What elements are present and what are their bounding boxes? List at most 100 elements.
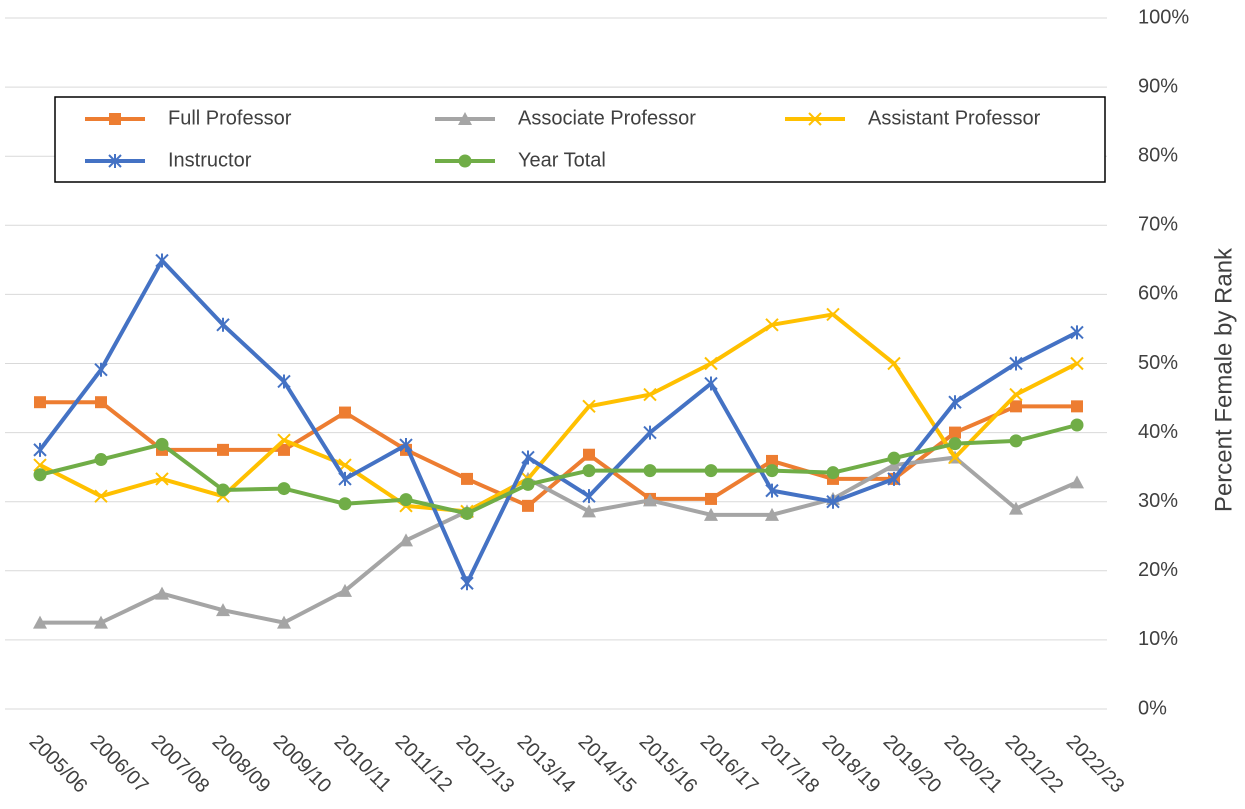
marker (1071, 400, 1083, 413)
marker (277, 433, 291, 447)
marker (826, 307, 840, 322)
marker (582, 504, 596, 518)
marker (765, 507, 779, 521)
marker (1070, 356, 1084, 371)
marker (33, 458, 47, 472)
marker (521, 450, 535, 465)
marker (399, 533, 413, 547)
y-tick-label: 20% (1138, 559, 1178, 581)
marker (1070, 475, 1084, 489)
x-tick-label: 2022/23 (1062, 731, 1129, 798)
marker (399, 438, 413, 453)
marker (582, 464, 596, 478)
marker (34, 396, 46, 409)
marker (338, 471, 352, 486)
y-tick-label: 80% (1138, 144, 1178, 166)
marker (887, 451, 901, 465)
legend-label: Instructor (168, 149, 252, 171)
x-tick-label: 2011/12 (391, 731, 457, 797)
x-tick-label: 2012/13 (452, 731, 519, 798)
legend-label: Assistant Professor (868, 107, 1041, 129)
marker (948, 437, 962, 451)
marker (887, 356, 901, 371)
marker (1009, 387, 1023, 402)
line (39, 423, 1078, 516)
y-tick-label: 40% (1138, 421, 1178, 443)
marker (458, 154, 472, 168)
marker (582, 399, 596, 414)
marker (216, 317, 230, 332)
marker (109, 113, 121, 125)
x-tick-label: 2015/16 (635, 731, 702, 798)
marker (94, 453, 108, 467)
legend-box (54, 96, 1106, 183)
x-tick-label: 2013/14 (513, 731, 580, 798)
marker (108, 154, 122, 168)
marker (948, 450, 962, 465)
x-tick-label: 2016/17 (696, 731, 763, 798)
y-tick-label: 70% (1138, 214, 1178, 236)
marker (1009, 434, 1023, 448)
series (33, 307, 1084, 519)
marker (33, 442, 47, 457)
marker (94, 615, 108, 629)
marker (338, 583, 352, 597)
x-tick-label: 2014/15 (574, 731, 641, 798)
y-tick-label: 60% (1138, 283, 1178, 305)
marker (522, 499, 534, 512)
marker (704, 376, 718, 391)
marker (949, 426, 961, 439)
marker (155, 586, 169, 600)
marker (155, 253, 169, 268)
marker (460, 576, 474, 591)
marker (948, 395, 962, 410)
marker (826, 466, 840, 480)
marker (94, 489, 108, 503)
y-axis-label: Percent Female by Rank (1210, 247, 1237, 512)
marker (339, 406, 351, 419)
y-tick-label: 30% (1138, 490, 1178, 512)
marker (216, 483, 230, 497)
x-tick-label: 2009/10 (269, 731, 336, 798)
marker (461, 472, 473, 485)
marker (399, 493, 413, 507)
marker (643, 464, 657, 478)
marker (155, 437, 169, 451)
marker (458, 112, 472, 125)
marker (94, 362, 108, 377)
marker (95, 396, 107, 409)
marker (155, 472, 169, 486)
marker (460, 506, 474, 520)
y-tick-label: 50% (1138, 352, 1178, 374)
line (39, 312, 1078, 514)
line (40, 400, 1077, 508)
marker (887, 471, 901, 486)
marker (643, 493, 657, 507)
marker (704, 464, 718, 478)
marker (216, 603, 230, 617)
marker (1009, 501, 1023, 515)
x-tick-label: 2005/06 (25, 731, 92, 798)
marker (808, 112, 822, 126)
marker (277, 374, 291, 389)
marker (766, 454, 778, 467)
series (33, 418, 1084, 520)
x-tick-label: 2018/19 (818, 731, 885, 798)
series (33, 253, 1084, 591)
x-tick-label: 2010/11 (330, 731, 396, 797)
marker (278, 443, 290, 456)
y-tick-label: 10% (1138, 628, 1178, 650)
marker (521, 477, 535, 491)
legend-label: Full Professor (168, 107, 292, 129)
marker (277, 615, 291, 629)
legend-label: Associate Professor (518, 107, 696, 129)
marker (765, 483, 779, 498)
marker (582, 489, 596, 504)
x-tick-label: 2017/18 (757, 731, 824, 798)
marker (583, 448, 595, 461)
x-tick-label: 2021/22 (1001, 731, 1068, 798)
x-tick-label: 2007/08 (147, 731, 214, 798)
y-tick-label: 100% (1138, 6, 1189, 28)
marker (1070, 418, 1084, 432)
